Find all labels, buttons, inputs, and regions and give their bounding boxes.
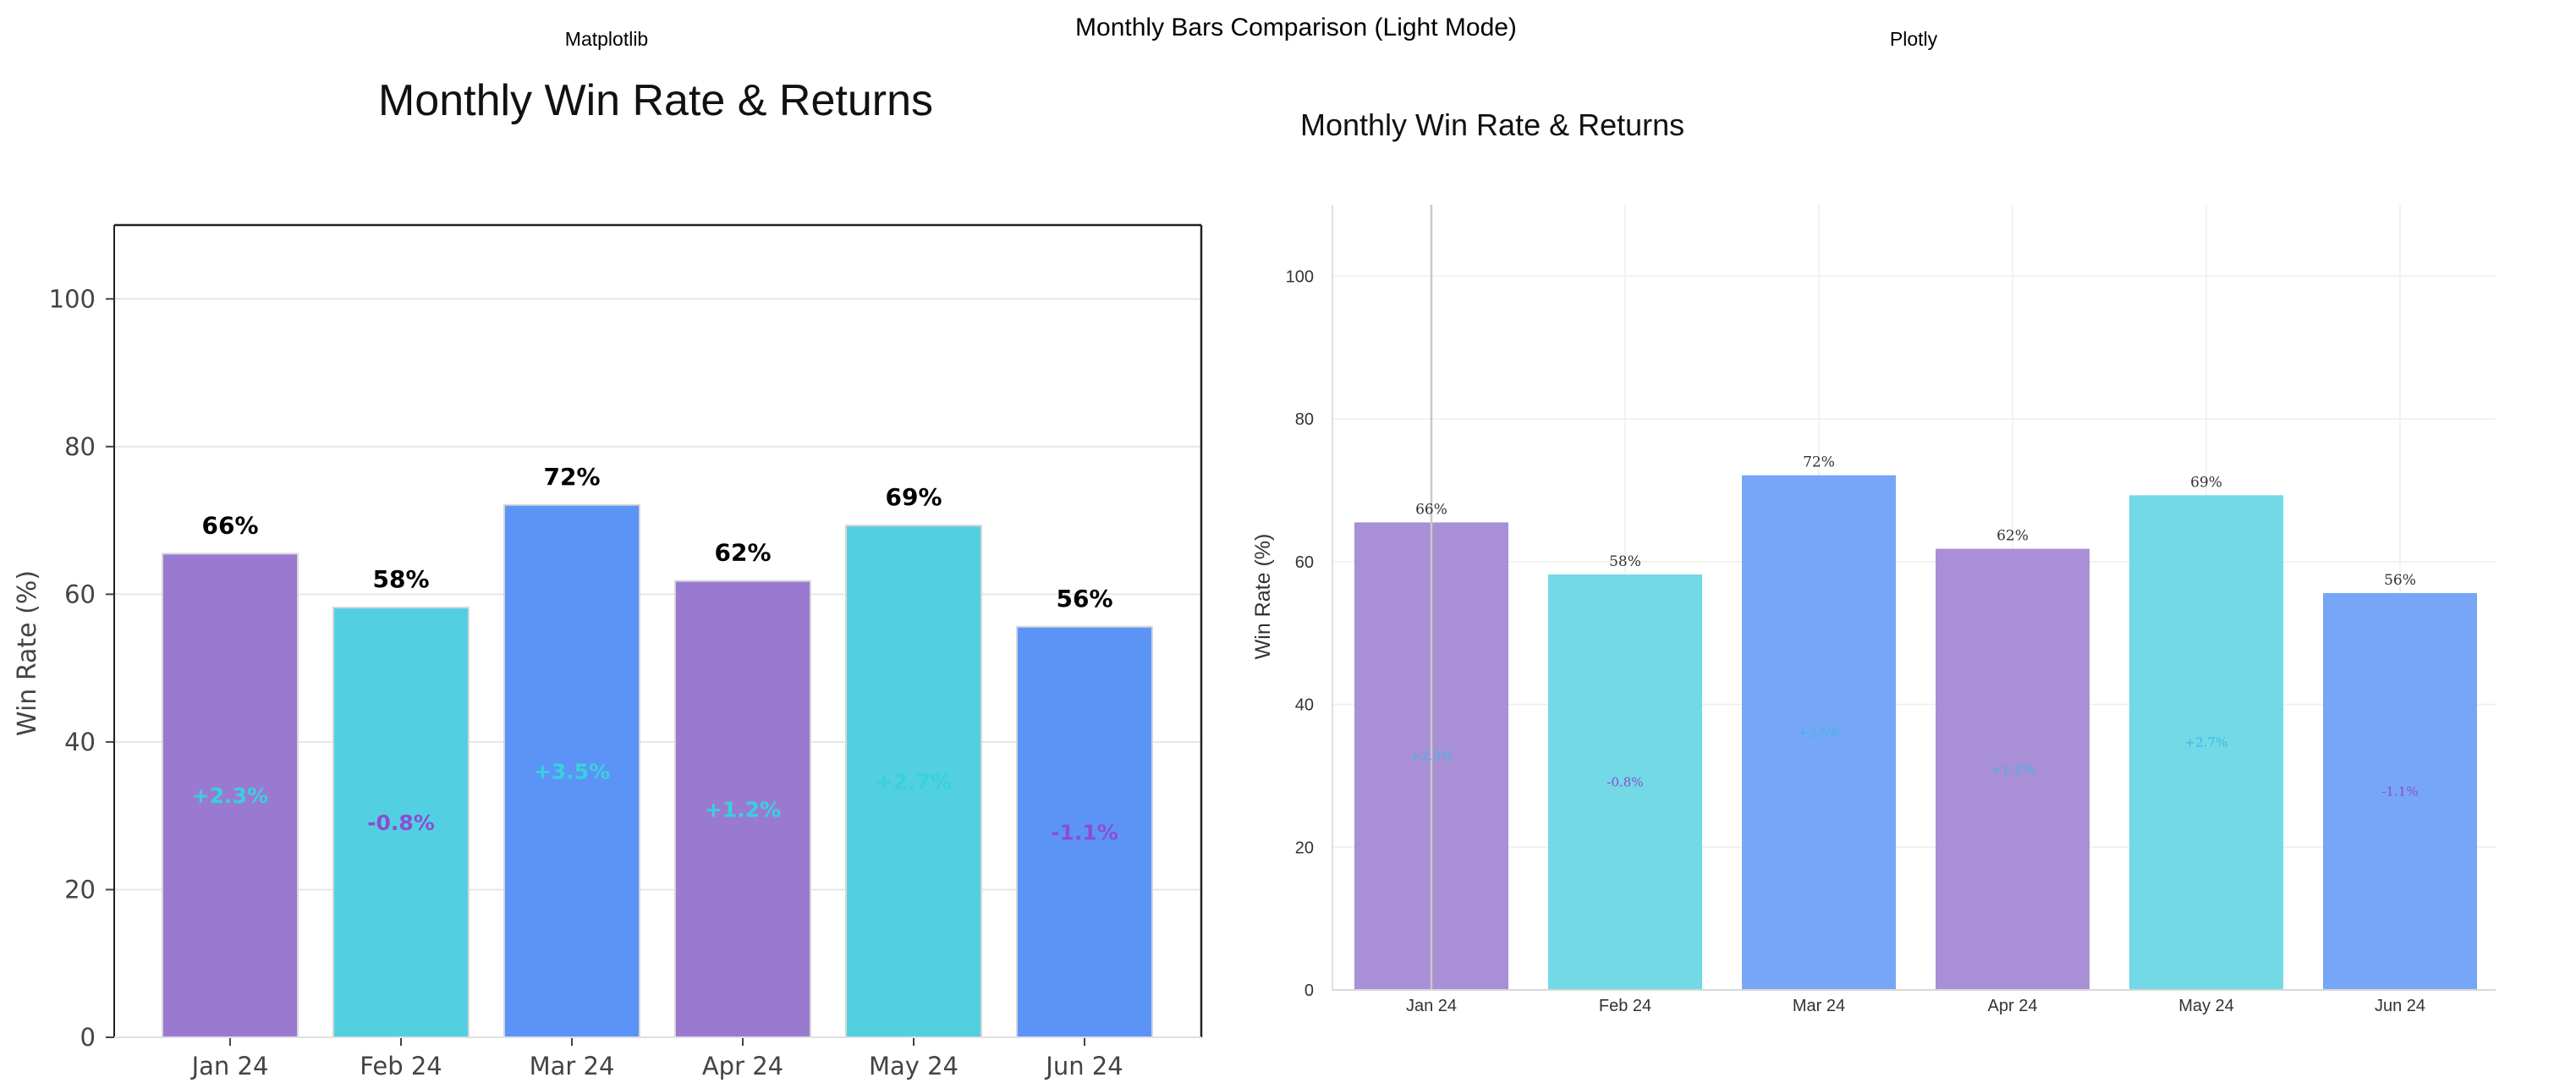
matplotlib-bar-return-label: +3.5% bbox=[534, 759, 610, 783]
matplotlib-bar-return-label: -1.1% bbox=[1051, 820, 1118, 844]
plotly-bar bbox=[2129, 495, 2283, 990]
plotly-y-tick-label: 60 bbox=[1295, 553, 1314, 572]
matplotlib-bar-return-label: +1.2% bbox=[705, 797, 781, 822]
matplotlib-y-tick-label: 0 bbox=[80, 1023, 96, 1052]
plotly-labels: 0 20 40 60 80 100 66% +2.3% Jan 24 58% -0.8% Feb 24… bbox=[1286, 267, 2425, 1015]
matplotlib-y-tick-label: 40 bbox=[64, 728, 96, 756]
matplotlib-bar bbox=[503, 503, 640, 1038]
matplotlib-bars bbox=[162, 503, 1153, 1039]
plotly-bar-return-label: +1.2% bbox=[1991, 761, 2035, 777]
plotly-bar-value-label: 62% bbox=[1997, 528, 2029, 545]
matplotlib-x-tick-label: Apr 24 bbox=[702, 1052, 783, 1080]
matplotlib-y-axis-label: Win Rate (%) bbox=[13, 570, 42, 736]
plotly-bar bbox=[1548, 574, 1702, 990]
matplotlib-chart-title: Monthly Win Rate & Returns bbox=[378, 76, 933, 125]
plotly-x-tick-label: Feb 24 bbox=[1599, 997, 1651, 1015]
plotly-x-tick-label: May 24 bbox=[2178, 997, 2234, 1015]
matplotlib-panel-label: Matplotlib bbox=[565, 28, 648, 50]
matplotlib-x-tick-label: Mar 24 bbox=[530, 1052, 615, 1080]
matplotlib-bar-return-label: +2.3% bbox=[192, 783, 268, 808]
matplotlib-bar bbox=[845, 525, 982, 1038]
matplotlib-bar bbox=[674, 580, 811, 1038]
plotly-x-tick-label: Jun 24 bbox=[2375, 997, 2425, 1015]
matplotlib-axes bbox=[106, 223, 1203, 1046]
matplotlib-bar bbox=[1016, 625, 1153, 1038]
plotly-bar-value-label: 72% bbox=[1803, 454, 1835, 471]
plotly-y-tick-label: 40 bbox=[1295, 696, 1314, 715]
plotly-bars bbox=[1354, 475, 2477, 990]
matplotlib-x-tick-label: May 24 bbox=[869, 1052, 958, 1080]
matplotlib-bar-value-label: 58% bbox=[372, 565, 429, 593]
matplotlib-x-tick-label: Feb 24 bbox=[360, 1052, 442, 1080]
plotly-panel-label: Plotly bbox=[1890, 28, 1938, 50]
plotly-bar-return-label: +3.5% bbox=[1798, 725, 1841, 740]
plotly-bar bbox=[1936, 548, 2090, 990]
plotly-bar bbox=[1742, 475, 1896, 990]
matplotlib-x-tick-label: Jan 24 bbox=[190, 1052, 269, 1080]
plotly-chart-title: Monthly Win Rate & Returns bbox=[1300, 107, 1684, 142]
plotly-axes bbox=[1332, 205, 2496, 991]
matplotlib-labels: 0 20 40 60 80 100 66% +2.3% Jan 24 58% -0.8% Feb 24… bbox=[49, 284, 1123, 1080]
plotly-y-tick-label: 100 bbox=[1286, 267, 1314, 286]
figure-suptitle: Monthly Bars Comparison (Light Mode) bbox=[1075, 14, 1517, 41]
plotly-y-tick-label: 20 bbox=[1295, 838, 1314, 857]
matplotlib-y-tick-label: 60 bbox=[64, 580, 96, 608]
plotly-x-tick-label: Apr 24 bbox=[1988, 997, 2038, 1015]
matplotlib-chart: Monthly Win Rate & Returns 0 20 40 60 80 100 6… bbox=[13, 76, 1203, 1080]
plotly-bar-return-label: -1.1% bbox=[2381, 783, 2418, 799]
matplotlib-y-tick-label: 80 bbox=[64, 432, 96, 461]
matplotlib-y-tick-label: 20 bbox=[64, 875, 96, 904]
matplotlib-bar-value-label: 66% bbox=[201, 511, 258, 539]
matplotlib-bar-value-label: 72% bbox=[543, 463, 600, 491]
matplotlib-x-tick-label: Jun 24 bbox=[1044, 1052, 1123, 1080]
plotly-bar-return-label: -0.8% bbox=[1607, 775, 1643, 790]
plotly-bar-return-label: +2.7% bbox=[2185, 735, 2228, 750]
matplotlib-bar-value-label: 56% bbox=[1056, 585, 1112, 613]
plotly-x-tick-label: Jan 24 bbox=[1406, 997, 1457, 1015]
plotly-y-tick-label: 0 bbox=[1304, 981, 1314, 1000]
plotly-bar-return-label: +2.3% bbox=[1410, 749, 1453, 764]
matplotlib-bar-value-label: 69% bbox=[885, 483, 942, 511]
plotly-y-axis-label: Win Rate (%) bbox=[1251, 534, 1275, 660]
matplotlib-bar-return-label: -0.8% bbox=[367, 811, 435, 835]
matplotlib-y-tick-label: 100 bbox=[49, 284, 96, 313]
plotly-bar-value-label: 69% bbox=[2190, 474, 2222, 491]
matplotlib-bar-return-label: +2.7% bbox=[876, 770, 952, 794]
plotly-bar-value-label: 58% bbox=[1609, 553, 1641, 570]
plotly-chart: Monthly Win Rate & Returns 0 20 40 60 80 100 6… bbox=[1251, 107, 2496, 1015]
matplotlib-bar bbox=[332, 607, 470, 1039]
matplotlib-bar-value-label: 62% bbox=[714, 539, 771, 567]
plotly-bar-value-label: 56% bbox=[2384, 572, 2416, 589]
plotly-y-tick-label: 80 bbox=[1295, 410, 1314, 429]
plotly-x-tick-label: Mar 24 bbox=[1793, 997, 1845, 1015]
plotly-bar-value-label: 66% bbox=[1415, 501, 1447, 518]
plotly-bar bbox=[2323, 592, 2477, 990]
